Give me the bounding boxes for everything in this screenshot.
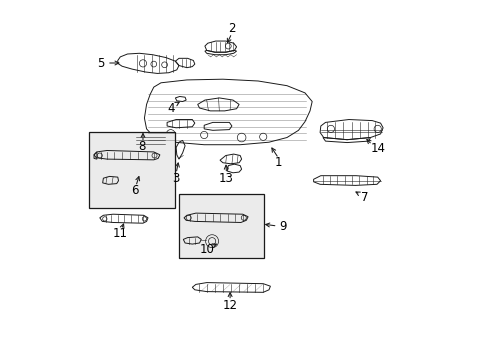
- Text: 13: 13: [219, 172, 233, 185]
- Text: 9: 9: [279, 220, 286, 233]
- Text: 2: 2: [228, 22, 235, 35]
- Text: 12: 12: [222, 299, 237, 312]
- Text: 6: 6: [131, 184, 138, 197]
- Text: 8: 8: [138, 140, 145, 153]
- Text: 3: 3: [172, 172, 180, 185]
- Text: 14: 14: [369, 142, 385, 155]
- Text: 10: 10: [199, 243, 214, 256]
- Text: 5: 5: [97, 57, 104, 69]
- Bar: [89, 132, 175, 208]
- Text: 11: 11: [113, 227, 127, 240]
- Bar: [179, 194, 263, 258]
- Text: 4: 4: [166, 102, 174, 114]
- Text: 1: 1: [274, 156, 282, 169]
- Text: 7: 7: [361, 191, 368, 204]
